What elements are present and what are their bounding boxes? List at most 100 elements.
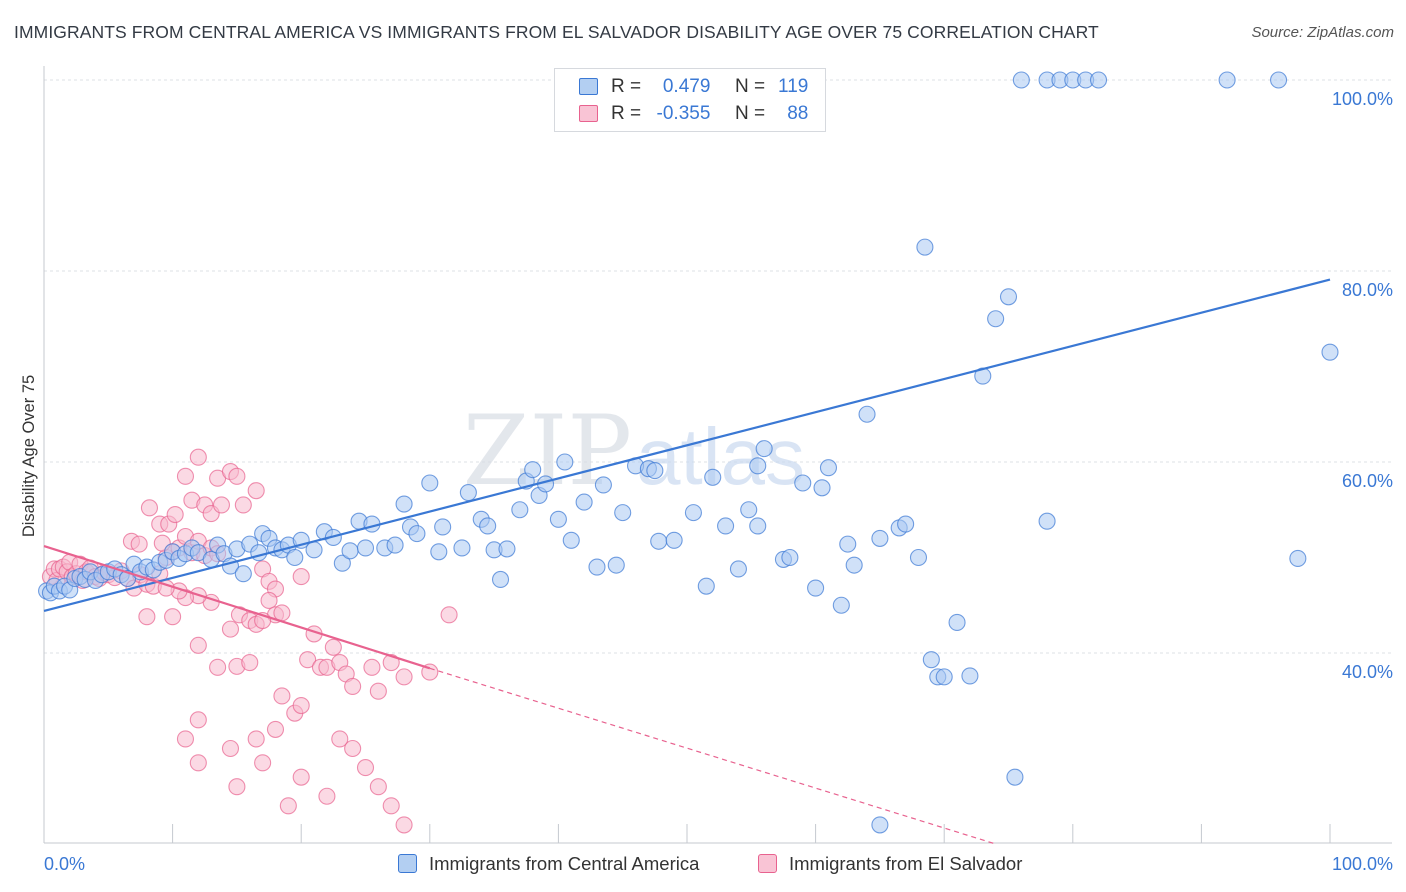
point-el-salvador [212, 496, 231, 514]
point-central-america [948, 613, 966, 631]
point-central-america [1218, 71, 1236, 89]
point-central-america [594, 476, 612, 494]
point-central-america [305, 541, 323, 559]
legend-row-central-america: R = 0.479 N = 119 [555, 75, 825, 99]
series-legend-central-america[interactable]: Immigrants from Central America [398, 852, 699, 876]
point-el-salvador [273, 604, 291, 622]
y-tick-label: 40.0% [1342, 662, 1393, 682]
series-legend-el-salvador[interactable]: Immigrants from El Salvador [758, 852, 1022, 876]
grid [44, 79, 1392, 654]
point-central-america [646, 462, 664, 480]
point-el-salvador [324, 638, 342, 656]
point-central-america [286, 548, 304, 567]
point-central-america [717, 517, 735, 535]
point-el-salvador [209, 658, 227, 676]
point-central-america [562, 531, 580, 549]
point-el-salvador [189, 754, 207, 772]
point-central-america [999, 288, 1018, 306]
point-el-salvador [273, 687, 291, 705]
point-central-america [1006, 768, 1024, 786]
point-el-salvador [363, 658, 381, 676]
legend-r-label: R = [611, 103, 642, 124]
legend-swatch-pink [579, 105, 598, 122]
series-legend: Immigrants from Central America Immigran… [0, 852, 1406, 878]
point-central-america [459, 484, 477, 502]
point-central-america [650, 532, 668, 550]
point-el-salvador [344, 677, 362, 695]
point-central-america [858, 405, 876, 423]
point-central-america [871, 529, 889, 547]
point-central-america [341, 542, 359, 560]
point-el-salvador [176, 730, 195, 748]
point-el-salvador [318, 787, 336, 805]
point-el-salvador [130, 535, 148, 553]
legend-r-value: 0.479 [662, 76, 711, 97]
point-el-salvador [189, 636, 207, 654]
y-tick-label: 60.0% [1342, 471, 1393, 491]
point-central-america [819, 459, 838, 477]
y-tick-label: 100.0% [1332, 89, 1393, 109]
point-central-america [1038, 512, 1056, 530]
point-el-salvador [234, 496, 252, 514]
point-central-america [575, 493, 593, 511]
point-central-america [498, 540, 516, 558]
point-central-america [356, 539, 375, 557]
point-central-america [749, 457, 767, 475]
point-central-america [665, 531, 683, 549]
point-el-salvador [254, 754, 272, 772]
point-central-america [755, 440, 773, 458]
legend-n-value: 88 [787, 103, 809, 124]
point-el-salvador [228, 467, 246, 485]
point-central-america [922, 651, 940, 669]
point-el-salvador [228, 778, 246, 796]
point-central-america [421, 474, 439, 492]
series-el-salvador [41, 448, 458, 834]
point-central-america [430, 543, 448, 561]
point-el-salvador [247, 730, 265, 748]
point-el-salvador [189, 711, 207, 729]
point-central-america [839, 535, 857, 553]
source-label: Source: ZipAtlas.com [1251, 24, 1394, 41]
point-central-america [549, 510, 567, 528]
point-el-salvador [299, 651, 317, 669]
point-central-america [909, 548, 928, 567]
point-central-america [453, 539, 471, 557]
point-central-america [1089, 71, 1108, 89]
point-el-salvador [140, 499, 159, 517]
point-central-america [729, 560, 747, 578]
legend-r-label: R = [611, 76, 642, 97]
point-central-america [434, 518, 452, 536]
point-el-salvador [369, 682, 387, 700]
point-central-america [588, 558, 606, 576]
point-central-america [250, 544, 268, 562]
point-el-salvador [247, 482, 265, 500]
x-tick-min: 0.0% [44, 854, 85, 874]
point-el-salvador [166, 505, 184, 524]
point-central-america [813, 479, 831, 497]
point-el-salvador [241, 653, 259, 672]
series-legend-label: Immigrants from Central America [429, 853, 700, 874]
point-central-america [697, 577, 715, 595]
point-central-america [491, 570, 510, 589]
correlation-legend: R = 0.479 N = 119 R = -0.355 N = 88 [554, 68, 826, 132]
point-el-salvador [344, 739, 362, 758]
point-central-america [740, 501, 758, 519]
point-central-america [749, 517, 767, 535]
point-el-salvador [176, 467, 195, 485]
point-central-america [987, 310, 1005, 328]
point-central-america [1321, 343, 1339, 361]
point-central-america [524, 461, 542, 479]
point-central-america [614, 504, 632, 522]
point-central-america [916, 238, 934, 256]
point-el-salvador [292, 768, 310, 786]
point-el-salvador [395, 816, 413, 834]
point-central-america [832, 596, 850, 614]
legend-n-label: N = [734, 103, 766, 124]
legend-swatch-blue [579, 78, 598, 95]
point-central-america [794, 474, 812, 492]
series-legend-label: Immigrants from El Salvador [789, 853, 1023, 874]
point-el-salvador [164, 608, 182, 626]
point-central-america [935, 668, 953, 686]
point-el-salvador [138, 608, 156, 626]
